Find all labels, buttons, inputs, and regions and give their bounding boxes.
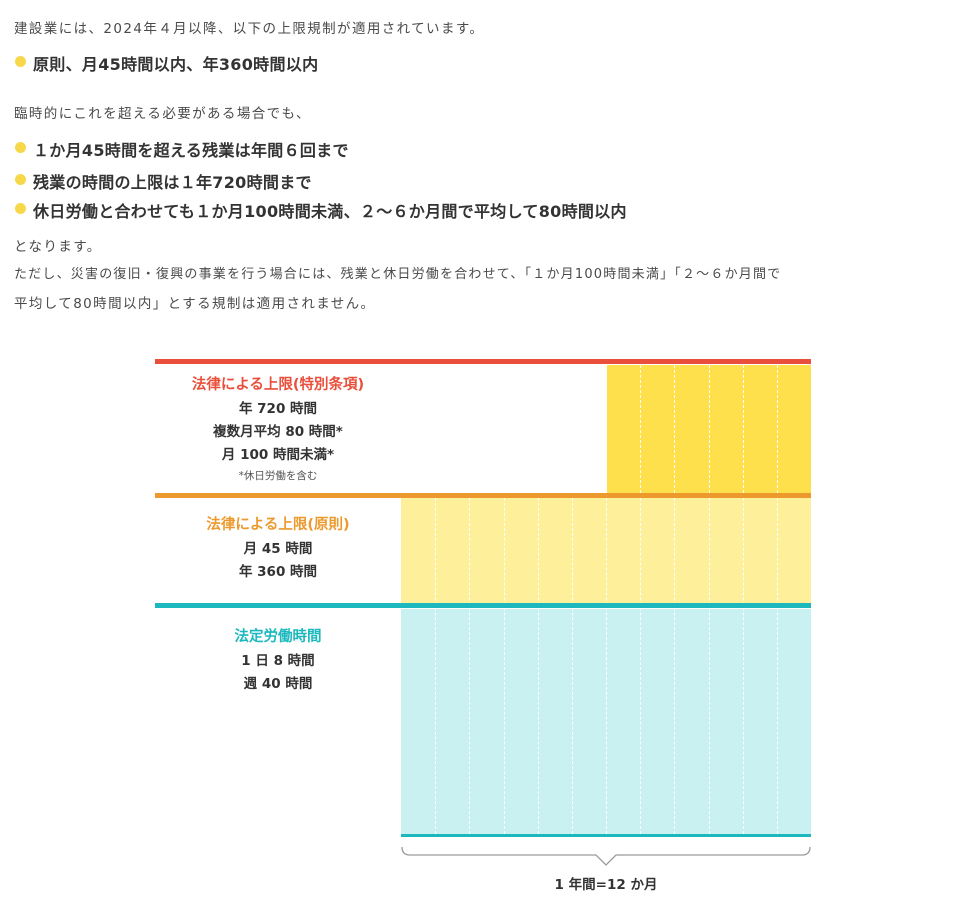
month-divider	[469, 498, 471, 834]
intro-text: 建設業には、2024年４月以降、以下の上限規制が適用されています。	[14, 21, 485, 37]
special-rule-3: 休日労働と合わせても１か月100時間未満、２～６か月間で平均して80時間以内	[33, 202, 627, 221]
month-divider	[640, 498, 642, 834]
bullet-icon	[15, 56, 26, 67]
month-divider	[640, 365, 642, 493]
principle-title: 法律による上限(原則)	[206, 517, 350, 533]
month-divider	[742, 498, 744, 834]
special-intro-text: 臨時的にこれを超える必要がある場合でも、	[14, 106, 311, 122]
exception-text-line1: ただし、災害の復旧・復興の事業を行う場合には、残業と休日労働を合わせて、「１か月…	[14, 267, 782, 282]
month-divider	[708, 498, 710, 834]
month-divider	[435, 498, 437, 834]
month-divider	[606, 498, 607, 834]
conclusion-text: となります。	[14, 239, 102, 255]
bullet-icon	[15, 174, 26, 185]
month-divider	[571, 498, 573, 834]
month-divider	[742, 365, 744, 493]
month-divider	[503, 498, 505, 834]
principle-line-annual: 年 360 時間	[238, 564, 318, 580]
statutory-title: 法定労働時間	[234, 629, 322, 645]
principle-label: 法律による上限(原則) 月 45 時間 年 360 時間	[155, 513, 401, 584]
principle-line-monthly: 月 45 時間	[243, 541, 313, 557]
bullet-icon	[15, 142, 26, 153]
special-line-average: 複数月平均 80 時間*	[213, 424, 343, 440]
x-axis-label: 1 年間=12 か月	[554, 877, 658, 893]
bullet-icon	[15, 203, 26, 214]
principle-line	[155, 493, 811, 498]
special-line-annual: 年 720 時間	[238, 401, 318, 417]
special-clause-line	[155, 359, 811, 364]
year-brace	[401, 846, 811, 866]
special-line-monthly: 月 100 時間未満*	[221, 447, 335, 463]
baseline	[401, 834, 811, 837]
statutory-line	[155, 603, 811, 608]
month-divider	[674, 365, 676, 493]
statutory-line-weekly: 週 40 時間	[243, 676, 313, 692]
statutory-line-daily: 1 日 8 時間	[241, 653, 315, 669]
special-clause-label: 法律による上限(特別条項) 年 720 時間 複数月平均 80 時間* 月 10…	[155, 373, 401, 485]
month-divider	[537, 498, 539, 834]
special-clause-title: 法律による上限(特別条項)	[191, 377, 365, 393]
special-note: *休日労働を含む	[238, 470, 318, 482]
statutory-label: 法定労働時間 1 日 8 時間 週 40 時間	[155, 625, 401, 696]
month-divider	[776, 498, 778, 834]
special-rule-1: １か月45時間を超える残業は年間６回まで	[33, 141, 349, 160]
exception-text-line2: 平均して80時間以内」とする規制は適用されません。	[14, 296, 376, 312]
month-divider	[674, 498, 676, 834]
special-rule-2: 残業の時間の上限は１年720時間まで	[33, 173, 312, 192]
principle-rule: 原則、月45時間以内、年360時間以内	[33, 55, 319, 74]
month-divider	[708, 365, 710, 493]
month-divider	[776, 365, 778, 493]
